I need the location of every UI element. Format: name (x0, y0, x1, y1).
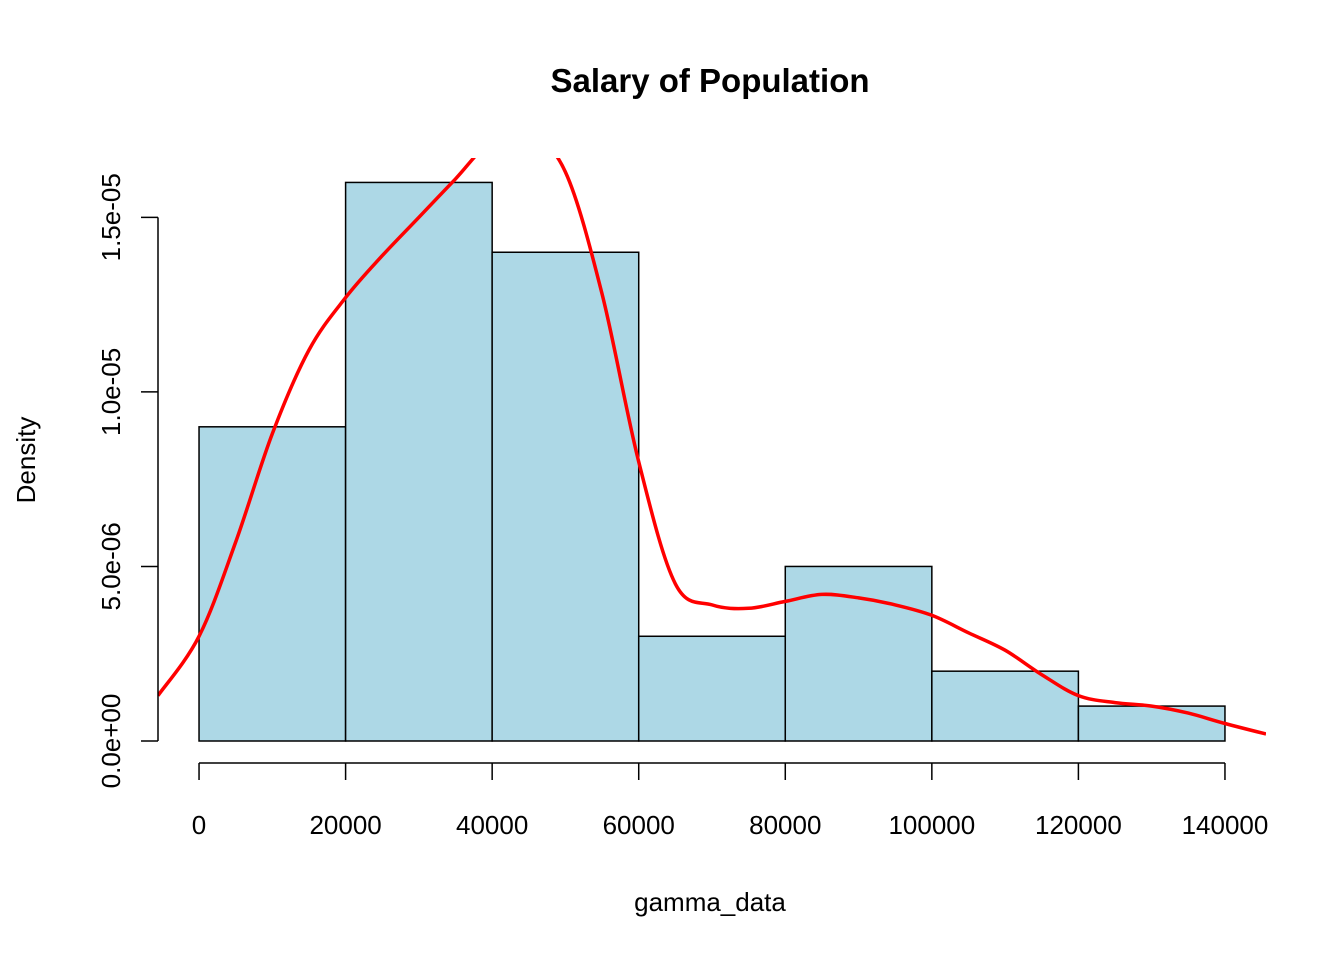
histogram-bars (198, 181, 1226, 742)
histogram-bar (637, 635, 787, 742)
histogram-bar (931, 670, 1080, 742)
density-curve (158, 158, 1266, 736)
y-tick-label: 1.0e-05 (96, 348, 126, 436)
histogram-bar (491, 251, 640, 742)
x-tick-label: 20000 (309, 810, 381, 840)
y-tick-label: 5.0e-06 (96, 522, 126, 610)
histogram-bar (198, 426, 347, 742)
histogram-bar (784, 565, 933, 742)
x-tick-label: 0 (192, 810, 206, 840)
y-axis-label: Density (11, 417, 41, 504)
x-tick-label: 80000 (749, 810, 821, 840)
histogram-bar (344, 181, 493, 742)
x-axis-label: gamma_data (634, 887, 786, 917)
histogram-bar (1077, 705, 1226, 742)
y-axis: 0.0e+00 5.0e-06 1.0e-05 1.5e-05 (96, 173, 159, 789)
x-axis: 0 20000 40000 60000 80000 100000 120000 140000 (192, 762, 1269, 840)
y-tick-label: 0.0e+00 (96, 694, 126, 789)
chart-title: Salary of Population (550, 62, 869, 99)
y-tick-label: 1.5e-05 (96, 173, 126, 261)
x-tick-label: 60000 (603, 810, 675, 840)
x-tick-label: 40000 (456, 810, 528, 840)
x-tick-label: 140000 (1182, 810, 1269, 840)
x-tick-label: 100000 (888, 810, 975, 840)
x-tick-label: 120000 (1035, 810, 1122, 840)
